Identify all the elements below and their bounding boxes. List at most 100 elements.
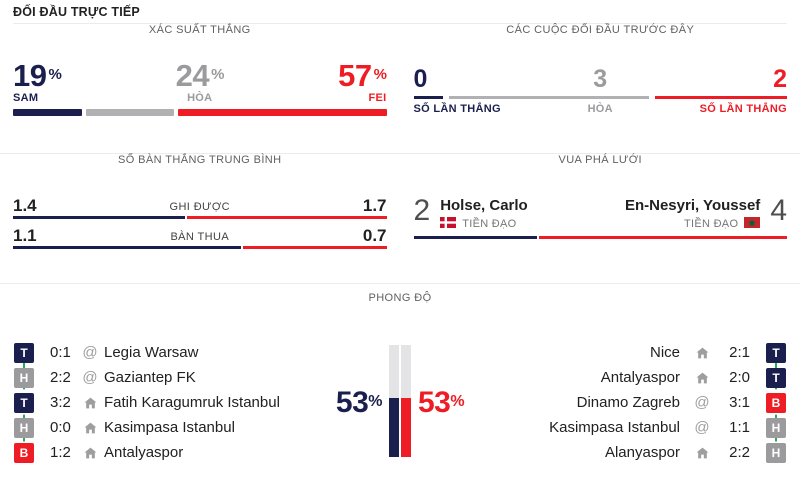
away-top-scorer: En-Nesyri, Youssef TIỀN ĐẠO 4: [624, 196, 787, 231]
opponent-name: Kasimpasa Istanbul: [549, 419, 680, 436]
section-title: CÁC CUỘC ĐỐI ĐẦU TRƯỚC ĐÂY: [506, 24, 695, 36]
home-wins-bar: [413, 96, 444, 99]
percent-sign: %: [368, 393, 382, 410]
opponent-name: Antalyaspor: [600, 369, 680, 386]
percent-sign: %: [211, 66, 224, 83]
opponent-name: Fatih Karagumruk Istanbul: [104, 394, 280, 411]
match-score: 2:1: [729, 344, 750, 361]
panel-title: ĐỐI ĐẦU TRỰC TIẾP: [13, 5, 140, 19]
form-match-row[interactable]: Nice 2:1 T: [467, 340, 786, 365]
match-score: 0:1: [50, 344, 71, 361]
home-team-code: SAM: [13, 92, 39, 104]
away-goals-scored-bar: [186, 216, 387, 219]
home-top-scorer: 2 Holse, Carlo TIỀN ĐẠO: [414, 196, 528, 231]
away-match-icon: @: [82, 369, 98, 386]
section-title: XÁC SUẤT THẮNG: [148, 24, 251, 36]
goals-conceded-label: BÀN THUA: [170, 231, 230, 243]
goals-scored-row: 1.4 GHI ĐƯỢC 1.7: [13, 196, 387, 215]
draw-probability: 24% HÒA: [138, 60, 263, 104]
goals-conceded-row: 1.1 BÀN THUA 0.7: [13, 226, 387, 245]
previous-meetings-values: 0 3 2: [413, 65, 788, 93]
away-wins-count: 2: [773, 65, 787, 93]
opponent-name: Kasimpasa Istanbul: [104, 419, 235, 436]
percent-sign: %: [450, 393, 465, 410]
home-form-list: T 0:1 @ Legia Warsaw H 2:2 @ Gaziantep F…: [14, 340, 333, 465]
form-match-row[interactable]: Antalyaspor 2:0 T: [467, 365, 786, 390]
home-match-icon: [82, 397, 98, 409]
opponent-name: Antalyaspor: [104, 444, 184, 461]
denmark-flag-icon: [440, 217, 457, 231]
away-probability-bar: [178, 109, 387, 116]
form-match-row[interactable]: Dinamo Zagreb @ 3:1 B: [467, 390, 786, 415]
home-goals-scored-bar: [13, 216, 185, 219]
match-score: 3:2: [50, 394, 71, 411]
away-goals-scored: 1.7: [362, 196, 387, 215]
away-form-pct: 53: [418, 386, 451, 419]
home-goals-conceded: 1.1: [13, 226, 37, 245]
form-match-row[interactable]: B 1:2 Antalyaspor: [14, 440, 333, 465]
away-form-list: Nice 2:1 T Antalyaspor 2:0 T Dinamo Zagr…: [467, 340, 786, 465]
draw-label: HÒA: [187, 92, 213, 104]
draw-pct: 24: [175, 58, 210, 93]
morocco-flag-icon: [744, 217, 761, 231]
away-wins-label: SỐ LẦN THẮNG: [699, 103, 787, 115]
match-score: 2:2: [50, 369, 71, 386]
home-wins-count: 0: [413, 65, 428, 93]
home-goals-conceded-bar: [13, 246, 241, 249]
draws-count: 3: [593, 65, 608, 93]
away-goals-conceded: 0.7: [362, 226, 387, 245]
opponent-name: Dinamo Zagreb: [576, 394, 680, 411]
draws-bar: [449, 96, 649, 99]
top-row: XÁC SUẤT THẮNG 19% SAM 24% HÒA 57% FEI: [0, 24, 800, 153]
result-badge: T: [766, 367, 786, 388]
home-form-bar: [389, 345, 399, 457]
away-wins-bar: [654, 96, 787, 99]
draws-label: HÒA: [587, 103, 613, 115]
form-match-row[interactable]: Alanyaspor 2:2 H: [467, 440, 786, 465]
home-match-icon: [82, 422, 98, 434]
away-scorer-bar: [538, 236, 787, 239]
away-team-code: FEI: [368, 92, 387, 104]
form-match-row[interactable]: T 0:1 @ Legia Warsaw: [14, 340, 333, 365]
result-badge: B: [766, 392, 786, 413]
form-match-row[interactable]: H 2:2 @ Gaziantep FK: [14, 365, 333, 390]
form-match-row[interactable]: H 0:0 Kasimpasa Istanbul: [14, 415, 333, 440]
match-score: 2:0: [729, 369, 750, 386]
section-divider: [0, 153, 800, 154]
home-match-icon: [694, 447, 710, 459]
form-comparison-gauge: 53% 53%: [333, 340, 467, 465]
result-badge: H: [766, 442, 786, 463]
result-badge: B: [14, 442, 34, 463]
away-match-icon: @: [82, 344, 98, 361]
away-match-icon: @: [694, 419, 710, 436]
match-score: 0:0: [50, 419, 71, 436]
form-match-row[interactable]: T 3:2 Fatih Karagumruk Istanbul: [14, 390, 333, 415]
meetings-labels: SỐ LẦN THẮNG HÒA SỐ LẦN THẮNG: [414, 103, 788, 115]
home-form-pct: 53: [335, 386, 369, 419]
match-score: 3:1: [729, 394, 750, 411]
away-goals-conceded-bar: [242, 246, 387, 249]
percent-sign: %: [48, 66, 62, 83]
home-form-fill: [389, 397, 399, 457]
top-scorer-section: VUA PHÁ LƯỚI 2 Holse, Carlo TIỀN ĐẠO En-…: [413, 154, 787, 283]
match-score: 2:2: [729, 444, 750, 461]
goals-conceded-bar: [13, 246, 387, 249]
away-win-probability: 57% FEI: [262, 60, 387, 104]
header-divider: [13, 23, 787, 24]
result-badge: T: [14, 392, 34, 413]
result-badge: H: [766, 417, 786, 438]
draw-probability-bar: [86, 109, 175, 116]
away-form-bar: [401, 345, 411, 457]
result-badge: H: [14, 367, 34, 388]
form-match-row[interactable]: Kasimpasa Istanbul @ 1:1 H: [467, 415, 786, 440]
previous-meetings-section: CÁC CUỘC ĐỐI ĐẦU TRƯỚC ĐÂY 0 3 2 SỐ LẦN …: [413, 24, 788, 153]
opponent-name: Alanyaspor: [604, 444, 680, 461]
match-score: 1:2: [50, 444, 71, 461]
form-section: PHONG ĐỘ T 0:1 @ Legia Warsaw H 2:2 @ Ga…: [0, 292, 800, 465]
win-probability-section: XÁC SUẤT THẮNG 19% SAM 24% HÒA 57% FEI: [13, 24, 387, 153]
away-scorer-position: TIỀN ĐẠO: [683, 218, 739, 230]
away-scorer-name: En-Nesyri, Youssef: [624, 197, 761, 214]
away-match-icon: @: [694, 394, 710, 411]
match-score: 1:1: [729, 419, 750, 436]
